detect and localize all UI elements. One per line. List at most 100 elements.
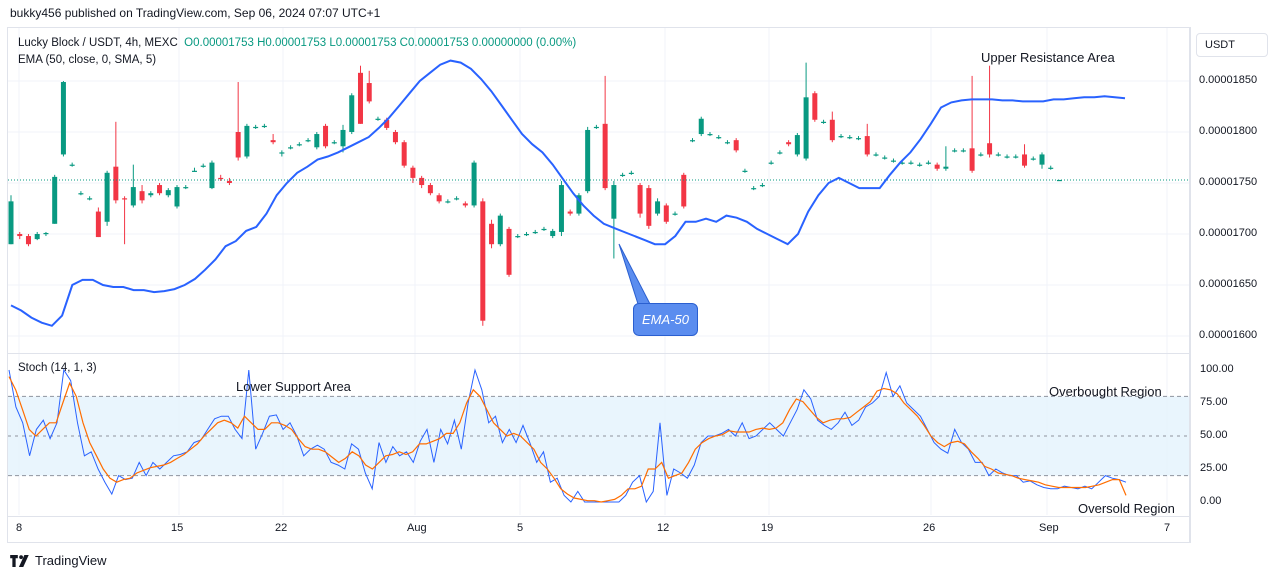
candle [523, 231, 529, 237]
candle-body [1013, 156, 1019, 158]
candle-body [943, 166, 949, 169]
candle [279, 150, 285, 157]
candle-body [1004, 156, 1010, 158]
candle-body [716, 137, 722, 139]
price-tick-label: 0.00001850 [1199, 74, 1258, 86]
candle-body [25, 236, 31, 245]
stoch-tick-label: 75.00 [1200, 396, 1228, 408]
candle [375, 116, 381, 121]
candle [567, 209, 573, 216]
candle-body [8, 201, 14, 245]
candle-body [637, 185, 643, 214]
candle [733, 138, 739, 153]
candle-body [270, 140, 276, 143]
candle-body [917, 164, 923, 166]
candle-body [401, 142, 407, 166]
candle-body [454, 198, 460, 200]
time-axis-separator [7, 516, 1190, 517]
candle-body [908, 162, 914, 164]
candle [925, 160, 931, 165]
candle-body [952, 150, 958, 152]
candle [87, 196, 93, 201]
candle [200, 163, 206, 168]
tradingview-brand: TradingView [10, 553, 107, 568]
candle-body [122, 198, 128, 200]
candle-body [821, 121, 827, 123]
stoch-tick-label: 25.00 [1200, 462, 1228, 474]
time-tick-label: Sep [1039, 522, 1059, 534]
ema-legend: EMA (50, close, 0, SMA, 5) [18, 54, 157, 66]
candle [104, 170, 110, 226]
candle [454, 196, 460, 201]
candle [1022, 144, 1028, 168]
candle-body [655, 201, 661, 214]
candle-body [43, 232, 49, 235]
stoch-legend: Stoch (14, 1, 3) [18, 362, 97, 374]
candle-body [628, 172, 634, 174]
candle-body [611, 185, 617, 219]
price-scale-separator [1190, 27, 1191, 543]
candle-body [925, 162, 931, 164]
candle-body [218, 177, 224, 180]
candle [401, 140, 407, 168]
candle [340, 124, 346, 153]
price-tick-label: 0.00001650 [1199, 278, 1258, 290]
upper-resistance-label: Upper Resistance Area [981, 50, 1115, 65]
candle-body [777, 152, 783, 154]
candle-body [620, 174, 626, 177]
candle-body [69, 164, 75, 166]
candle [917, 162, 923, 167]
candle-body [279, 152, 285, 154]
candle [78, 191, 84, 196]
candle [148, 191, 154, 198]
candle-body [759, 185, 765, 187]
candle [157, 183, 163, 196]
candle [593, 124, 599, 129]
candle [864, 123, 870, 157]
candle-body [497, 215, 503, 245]
currency-button[interactable]: USDT [1196, 33, 1268, 57]
candle-body [480, 201, 486, 321]
candle-body [60, 82, 66, 155]
candle-body [786, 142, 792, 145]
candle-body [1030, 158, 1036, 160]
price-tick-label: 0.00001700 [1199, 227, 1258, 239]
candle-body [323, 125, 329, 147]
candle-body [672, 213, 678, 215]
time-tick-label: 19 [761, 522, 774, 534]
candle [620, 172, 626, 177]
candle-body [331, 142, 337, 144]
candle [113, 121, 119, 204]
candle-body [52, 176, 58, 224]
candle [471, 160, 477, 208]
candle-body [410, 167, 416, 178]
candle [585, 126, 591, 194]
candle-body [567, 211, 573, 214]
candle [69, 162, 75, 167]
candle [794, 133, 800, 157]
publisher-line: bukky456 published on TradingView.com, S… [10, 6, 381, 20]
candle-body [960, 150, 966, 152]
candle [995, 152, 1001, 157]
candle-body [357, 72, 363, 124]
candle-body [1048, 167, 1054, 169]
candle [462, 201, 468, 208]
candle-body [314, 134, 320, 148]
candle [17, 231, 23, 240]
stoch-k-line [8, 368, 1127, 504]
candle [218, 174, 224, 181]
candle [681, 172, 687, 209]
candle [506, 226, 512, 277]
candle [890, 158, 896, 163]
candle [410, 165, 416, 183]
candle-body [1022, 154, 1028, 166]
stoch-tick-label: 0.00 [1200, 495, 1222, 507]
candle [357, 65, 363, 124]
candle-body [733, 140, 739, 151]
candle [707, 132, 713, 137]
candle-body [489, 223, 495, 245]
candle [777, 150, 783, 155]
candle [305, 138, 311, 143]
candle [497, 213, 503, 247]
candle [759, 183, 765, 188]
